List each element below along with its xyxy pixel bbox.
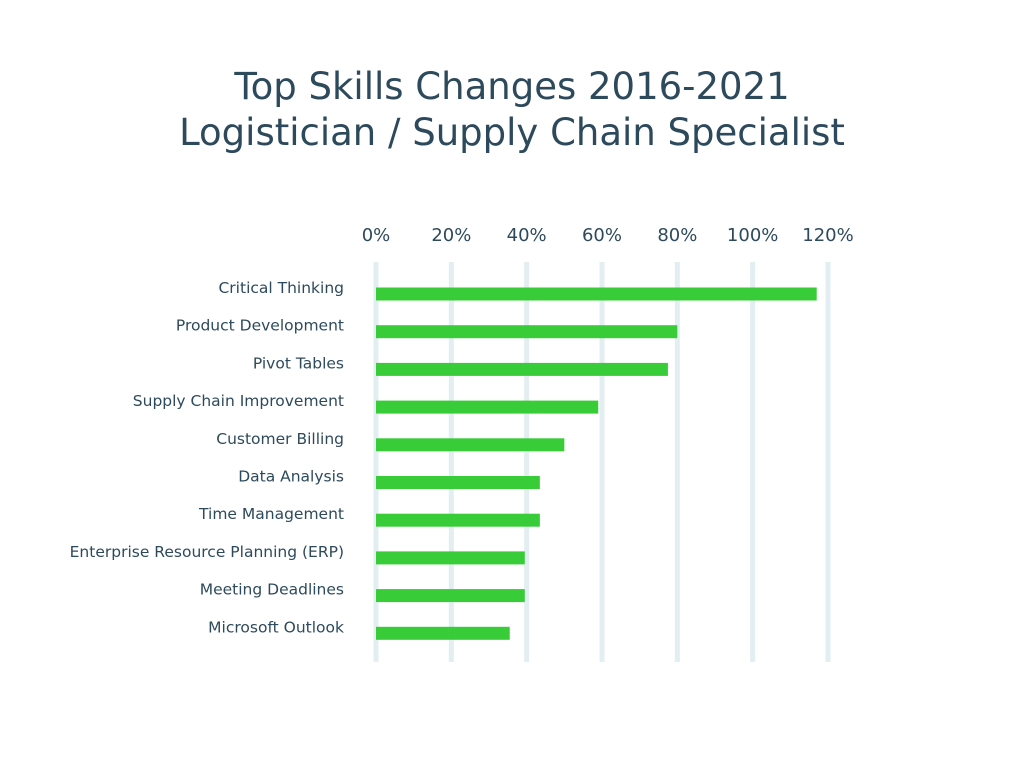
x-tick-label: 100% <box>727 225 778 246</box>
category-label: Supply Chain Improvement <box>133 392 344 410</box>
chart-title-line-2: Logistician / Supply Chain Specialist <box>179 111 845 154</box>
category-label: Time Management <box>198 505 344 523</box>
bars <box>376 287 817 640</box>
grid-lines <box>373 262 831 662</box>
grid-line <box>599 262 605 662</box>
bar <box>376 362 668 376</box>
category-label: Pivot Tables <box>253 354 344 372</box>
grid-line <box>674 262 680 662</box>
grid-line <box>825 262 831 662</box>
grid-line <box>750 262 756 662</box>
bar <box>376 438 565 452</box>
x-tick-label: 80% <box>657 225 697 246</box>
category-label: Meeting Deadlines <box>200 581 344 599</box>
bar <box>376 551 525 565</box>
bar <box>376 513 540 527</box>
chart-title-line-1: Top Skills Changes 2016-2021 <box>234 65 790 108</box>
x-tick-label: 0% <box>362 225 391 246</box>
category-labels: Critical Thinking Product Development Pivo… <box>70 279 344 636</box>
bar <box>376 626 510 640</box>
x-tick-label: 60% <box>582 225 622 246</box>
grid-line <box>524 262 530 662</box>
category-label: Critical Thinking <box>218 279 344 297</box>
x-tick-label: 40% <box>507 225 547 246</box>
category-label: Microsoft Outlook <box>208 618 344 636</box>
category-label: Product Development <box>176 317 344 335</box>
grid-line <box>448 262 454 662</box>
bar <box>376 287 817 301</box>
x-tick-label: 20% <box>431 225 471 246</box>
category-label: Data Analysis <box>238 468 344 486</box>
bar <box>376 589 525 603</box>
bar <box>376 476 540 489</box>
x-axis-tick-labels: 0% 20% 40% 60% 80% 100% 120% <box>362 225 854 246</box>
grid-line <box>373 262 379 662</box>
chart-title: Top Skills Changes 2016-2021 Logistician… <box>0 64 1024 156</box>
x-tick-label: 120% <box>802 225 853 246</box>
bar <box>376 400 599 414</box>
category-label: Customer Billing <box>216 430 344 448</box>
category-label: Enterprise Resource Planning (ERP) <box>70 543 344 561</box>
bar <box>376 325 678 339</box>
